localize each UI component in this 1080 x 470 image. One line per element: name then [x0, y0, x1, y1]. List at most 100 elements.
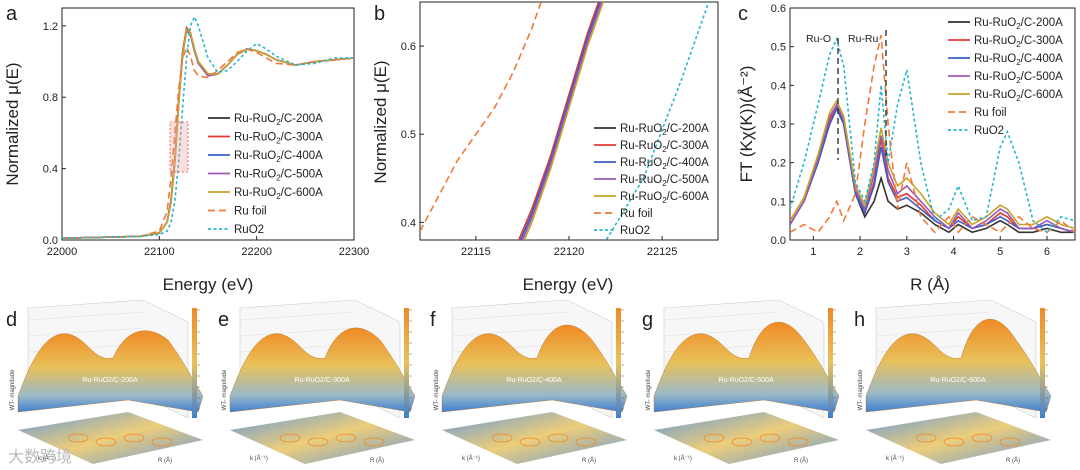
legend-entry: Ru-RuO2/C-400A [974, 53, 1063, 67]
legend-text: /C-300A [281, 132, 324, 144]
legend-text: /C-300A [1021, 35, 1064, 47]
legend-entry: Ru foil [234, 206, 267, 218]
legend-entry: RuO2 [974, 125, 1004, 137]
legend-text: Ru-RuO [620, 191, 662, 203]
panel-letter-b: b [374, 3, 385, 25]
wt-contour-ring [703, 433, 725, 443]
legend-text: Ru-RuO [620, 140, 662, 152]
wt-grid-line [875, 327, 992, 337]
panel-letter-f: f [430, 309, 436, 331]
wt-contour-ring [151, 437, 173, 447]
legend-text: Ru-RuO [974, 71, 1016, 83]
wt-contour-ring [67, 433, 89, 443]
legend-subscript: 2 [276, 174, 281, 183]
x-tick-label: 6 [1044, 246, 1050, 258]
wt-grid-line [663, 311, 780, 321]
wt-contour-ring [787, 437, 809, 447]
legend-text: /C-500A [1021, 71, 1064, 83]
y-tick-label: 0.6 [771, 3, 786, 15]
legend-subscript: 2 [662, 145, 667, 154]
wt-contour-ring [279, 433, 301, 443]
series-group [62, 14, 354, 239]
legend-text: Ru foil [974, 107, 1007, 119]
legend-entry: Ru-RuO2/C-300A [620, 140, 709, 154]
legend-subscript: 2 [1016, 40, 1021, 49]
wt-r-axis-label: R (Å) [370, 457, 384, 464]
legend-text: Ru-RuO [234, 113, 276, 125]
y-tick-label: 1.2 [43, 21, 58, 33]
legend-text: Ru-RuO [234, 169, 276, 181]
wt-plot-f: Ru-RuO2/C-400A f WT- magnitude k (Å⁻¹) R (Å) [430, 299, 628, 464]
wt-plots-row: Ru-RuO2/C-200A d WT- magnitude k (Å⁻¹) R (Å)… [6, 299, 1052, 464]
x-tick-label: 22200 [241, 246, 272, 258]
y-tick-label: 0.8 [43, 92, 58, 104]
wt-contour-ring [547, 433, 569, 443]
wt-contour-plane [442, 412, 627, 464]
y-tick-label: 0.2 [771, 158, 786, 170]
y-tick-label: 0.0 [771, 235, 786, 247]
legend-text: Ru-RuO [234, 132, 276, 144]
wt-contour-ring [971, 433, 993, 443]
legend-subscript: 2 [1016, 94, 1021, 103]
wt-plot-e: Ru-RuO2/C-300A e WT- magnitude k (Å⁻¹) R (Å) [218, 299, 416, 464]
legend-text: RuO2 [974, 125, 1004, 137]
legend-text: /C-500A [667, 174, 710, 186]
y-axis-label-c: FT (Kχ(K))(Å⁻²) [737, 66, 756, 183]
x-tick-label: 22300 [339, 246, 370, 258]
wt-contour-ring [943, 437, 965, 447]
panel-letter-d: d [6, 309, 17, 331]
panel-letter-c: c [738, 3, 748, 25]
series-line-7 [790, 36, 1075, 234]
x-tick-label: 4 [950, 246, 956, 258]
wt-contour-ring [575, 437, 597, 447]
wt-contour-ring [519, 437, 541, 447]
series-line-5 [523, 2, 605, 240]
wt-grid-line [239, 327, 356, 337]
legend-entry: Ru-RuO2/C-600A [974, 89, 1063, 103]
wt-surface [441, 324, 628, 413]
legend-subscript: 2 [1016, 22, 1021, 31]
wt-sample-label: Ru-RuO2/C-200A [82, 377, 138, 384]
wt-grid-line [663, 327, 780, 337]
wt-contour-ring [363, 437, 385, 447]
y-tick-label: 0.4 [771, 80, 786, 92]
plot-frame-b [419, 1, 719, 241]
x-axis-label-b: Energy (eV) [523, 275, 614, 294]
wt-k-axis-label: k (Å⁻¹) [462, 455, 480, 462]
panel-c: c 1 2 3 4 5 6 0.0 0.1 0.2 0.3 0.4 0.5 0.6 Ru-O Ru-Ru… [737, 3, 1076, 294]
wt-contour-plane [18, 412, 203, 464]
wt-grid-line [239, 311, 356, 321]
x-axis-label-c: R (Å) [910, 275, 950, 294]
legend-text: Ru foil [234, 206, 267, 218]
legend-a: Ru-RuO2/C-200ARu-RuO2/C-300ARu-RuO2/C-40… [208, 113, 323, 236]
legend-text: Ru-RuO [234, 187, 276, 199]
panel-letter-g: g [642, 309, 653, 331]
legend-entry: Ru-RuO2/C-500A [620, 174, 709, 188]
panel-letter-a: a [6, 3, 18, 25]
legend-subscript: 2 [276, 192, 281, 201]
y-tick-label: 0.3 [771, 119, 786, 131]
legend-text: /C-200A [1021, 17, 1064, 29]
wt-k-axis-label: k (Å⁻¹) [250, 455, 268, 462]
legend-entry: RuO2 [620, 225, 650, 237]
series-lines-b [420, 2, 710, 240]
legend-subscript: 2 [662, 196, 667, 205]
series-line-4 [521, 2, 603, 240]
axis-ticks-a: 22000 22100 22200 22300 0.0 0.4 0.8 1.2 [43, 21, 370, 258]
legend-text: Ru-RuO [974, 89, 1016, 101]
wt-k-axis-label: k (Å⁻¹) [38, 455, 56, 462]
legend-entry: RuO2 [234, 224, 264, 236]
wt-contour-plane [654, 412, 839, 464]
series-line-3 [519, 2, 601, 240]
legend-text: Ru-RuO [620, 157, 662, 169]
legend-entry: Ru-RuO2/C-600A [234, 187, 323, 201]
wt-sample-label: Ru-RuO2/C-300A [294, 377, 350, 384]
wt-colorbar [1040, 308, 1045, 418]
x-axis-label-a: Energy (eV) [163, 275, 254, 294]
series-line-6 [62, 45, 354, 239]
x-tick-label: 2 [857, 246, 863, 258]
legend-text: /C-400A [667, 157, 710, 169]
legend-subscript: 2 [1016, 76, 1021, 85]
